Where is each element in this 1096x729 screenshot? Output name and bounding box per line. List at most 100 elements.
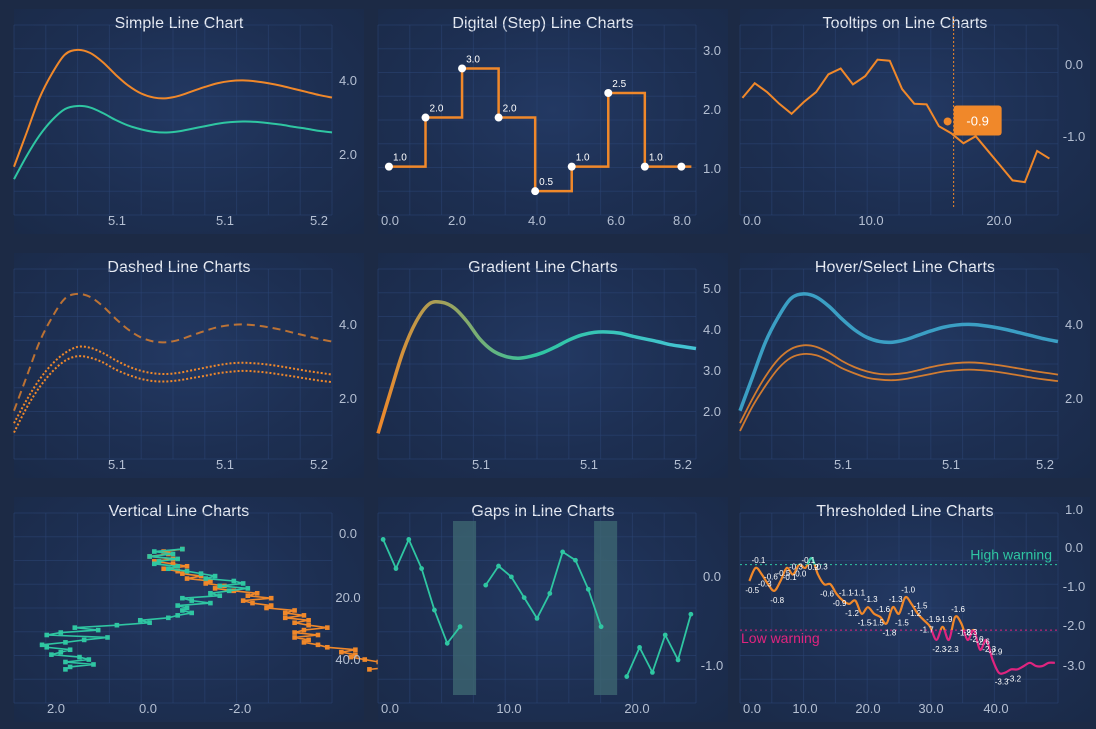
x-tick-label: 30.0	[918, 701, 943, 716]
chart-svg-gaps[interactable]: 0.0 10.0 20.0 0.0 -1.0	[377, 497, 728, 722]
data-label: -1.3	[864, 595, 878, 604]
x-tick-label: 5.2	[310, 213, 328, 228]
data-point	[240, 581, 246, 586]
chart-svg-hover[interactable]: 5.1 5.1 5.2 4.0 2.0	[738, 253, 1090, 478]
data-point	[306, 617, 311, 623]
data-point	[367, 667, 372, 672]
data-label: -1.2	[845, 609, 859, 618]
data-point	[212, 586, 218, 591]
data-point	[58, 630, 64, 635]
panel-dashed[interactable]: Dashed Line Charts 5.1 5.1 5.2 4.0 2.0	[13, 253, 364, 478]
data-point	[508, 574, 514, 580]
series-line	[13, 292, 333, 412]
chart-svg-vertical[interactable]: 2.0 0.0 -2.0 0.0 20.0 40.0	[13, 497, 396, 722]
x-tick-label: 5.2	[310, 457, 328, 472]
data-point	[226, 588, 232, 594]
y-tick-label: 0.0	[1065, 540, 1083, 555]
y-tick-label: 5.0	[703, 281, 721, 296]
x-tick-label: 10.0	[858, 213, 883, 228]
vertical-series-line	[149, 548, 396, 671]
y-tick-label: -2.0	[1063, 618, 1085, 633]
x-tick-label: 20.0	[986, 213, 1011, 228]
x-tick-label: 5.1	[216, 457, 234, 472]
data-point	[72, 625, 78, 630]
tooltip-box	[953, 105, 1002, 136]
grid-lines	[13, 268, 333, 460]
step-series-line	[384, 67, 692, 193]
y-tick-label: 4.0	[339, 73, 357, 88]
panel-vertical[interactable]: Vertical Line Charts 2.0 0.0 -2.0 0.0 20.0 40…	[13, 497, 396, 722]
panel-gaps[interactable]: Gaps in Line Charts 0.0 10.0 20.0 0.0 -1.0	[377, 497, 728, 722]
chart-svg-step[interactable]: 1.0 2.0 3.0 2.0 0.5 1.0 2.5 1.0 0.0 2.0 4.0 6.0 8.0 3…	[377, 9, 728, 234]
grid-lines	[739, 512, 1059, 704]
data-point	[306, 622, 311, 628]
x-tick-label: 4.0	[528, 213, 546, 228]
gap-series-line	[625, 613, 692, 677]
chart-svg-gradient[interactable]: 5.1 5.1 5.2 5.0 4.0 3.0 2.0	[376, 253, 728, 478]
y-tick-label: 4.0	[339, 317, 357, 332]
grid-lines	[13, 24, 333, 216]
data-point	[240, 598, 246, 603]
x-tick-label: 5.1	[108, 213, 126, 228]
panel-threshold[interactable]: Thresholded Line Charts High warning Low …	[739, 497, 1090, 722]
chart-svg-simple[interactable]: 5.1 5.1 5.2 4.0 2.0	[13, 9, 364, 234]
data-point	[189, 610, 195, 616]
data-point	[362, 657, 368, 662]
data-point	[170, 561, 176, 567]
data-label: -1.9	[926, 615, 940, 624]
y-tick-label: 2.0	[339, 147, 357, 162]
gap-series-line	[484, 550, 602, 627]
x-tick-label: 8.0	[673, 213, 691, 228]
data-point	[208, 590, 213, 596]
data-label: -0.5	[745, 586, 759, 595]
data-label: -1.6	[876, 605, 890, 614]
chart-svg-dashed[interactable]: 5.1 5.1 5.2 4.0 2.0	[13, 253, 364, 478]
data-label: -1.5	[914, 602, 928, 611]
data-point	[63, 659, 68, 665]
data-label: -0.9	[833, 599, 847, 608]
x-tick-label: 5.1	[942, 457, 960, 472]
x-tick-label: 0.0	[381, 701, 399, 716]
data-point	[95, 627, 101, 633]
x-tick-label: 5.2	[674, 457, 692, 472]
data-point	[432, 607, 437, 613]
x-tick-label: 0.0	[139, 701, 157, 716]
data-point	[63, 640, 68, 645]
data-point	[494, 113, 503, 122]
y-tick-label: -3.0	[1063, 658, 1085, 673]
data-point	[301, 640, 307, 645]
data-point	[292, 620, 297, 626]
y-tick-label: 2.0	[1065, 391, 1083, 406]
data-point	[245, 586, 251, 591]
grid-lines	[377, 24, 697, 216]
y-tick-label: 1.0	[703, 161, 721, 176]
data-point	[458, 64, 467, 73]
data-label: 1.0	[649, 153, 663, 164]
data-point	[444, 640, 450, 646]
chart-svg-tooltip[interactable]: -0.9 0.0 10.0 20.0 0.0 -1.0	[739, 9, 1090, 234]
series-line	[741, 58, 1050, 184]
grid-lines	[739, 268, 1059, 460]
data-point	[166, 615, 171, 621]
panel-hover[interactable]: Hover/Select Line Charts 5.1 5.1 5.2 4.0 2.0	[738, 253, 1090, 478]
panel-tooltip[interactable]: Tooltips on Line Charts -0.9 0.0 10.0 20.0 0…	[739, 9, 1090, 234]
data-point	[353, 647, 358, 653]
data-point	[151, 549, 157, 554]
data-point	[180, 571, 185, 576]
data-label: -1.2	[907, 609, 921, 618]
data-point	[250, 600, 255, 606]
chart-title: Dashed Line Charts	[107, 259, 251, 276]
panel-step[interactable]: Digital (Step) Line Charts 1.0 2.0 3.0 2.0 0…	[377, 9, 728, 234]
series-line	[376, 300, 697, 434]
data-point	[217, 593, 223, 599]
data-point	[63, 667, 68, 672]
panel-gradient[interactable]: Gradient Line Charts 5.1 5.1 5.2 5.0 4.0 3.0 2…	[376, 253, 728, 478]
data-point	[184, 568, 190, 574]
x-tick-label: 0.0	[381, 213, 399, 228]
data-label: -2.3	[932, 645, 946, 654]
series-line	[739, 344, 1059, 424]
data-point	[175, 568, 180, 574]
y-tick-label: 2.0	[339, 391, 357, 406]
panel-simple[interactable]: Simple Line Chart 5.1 5.1 5.2 4.0 2.0	[13, 9, 364, 234]
